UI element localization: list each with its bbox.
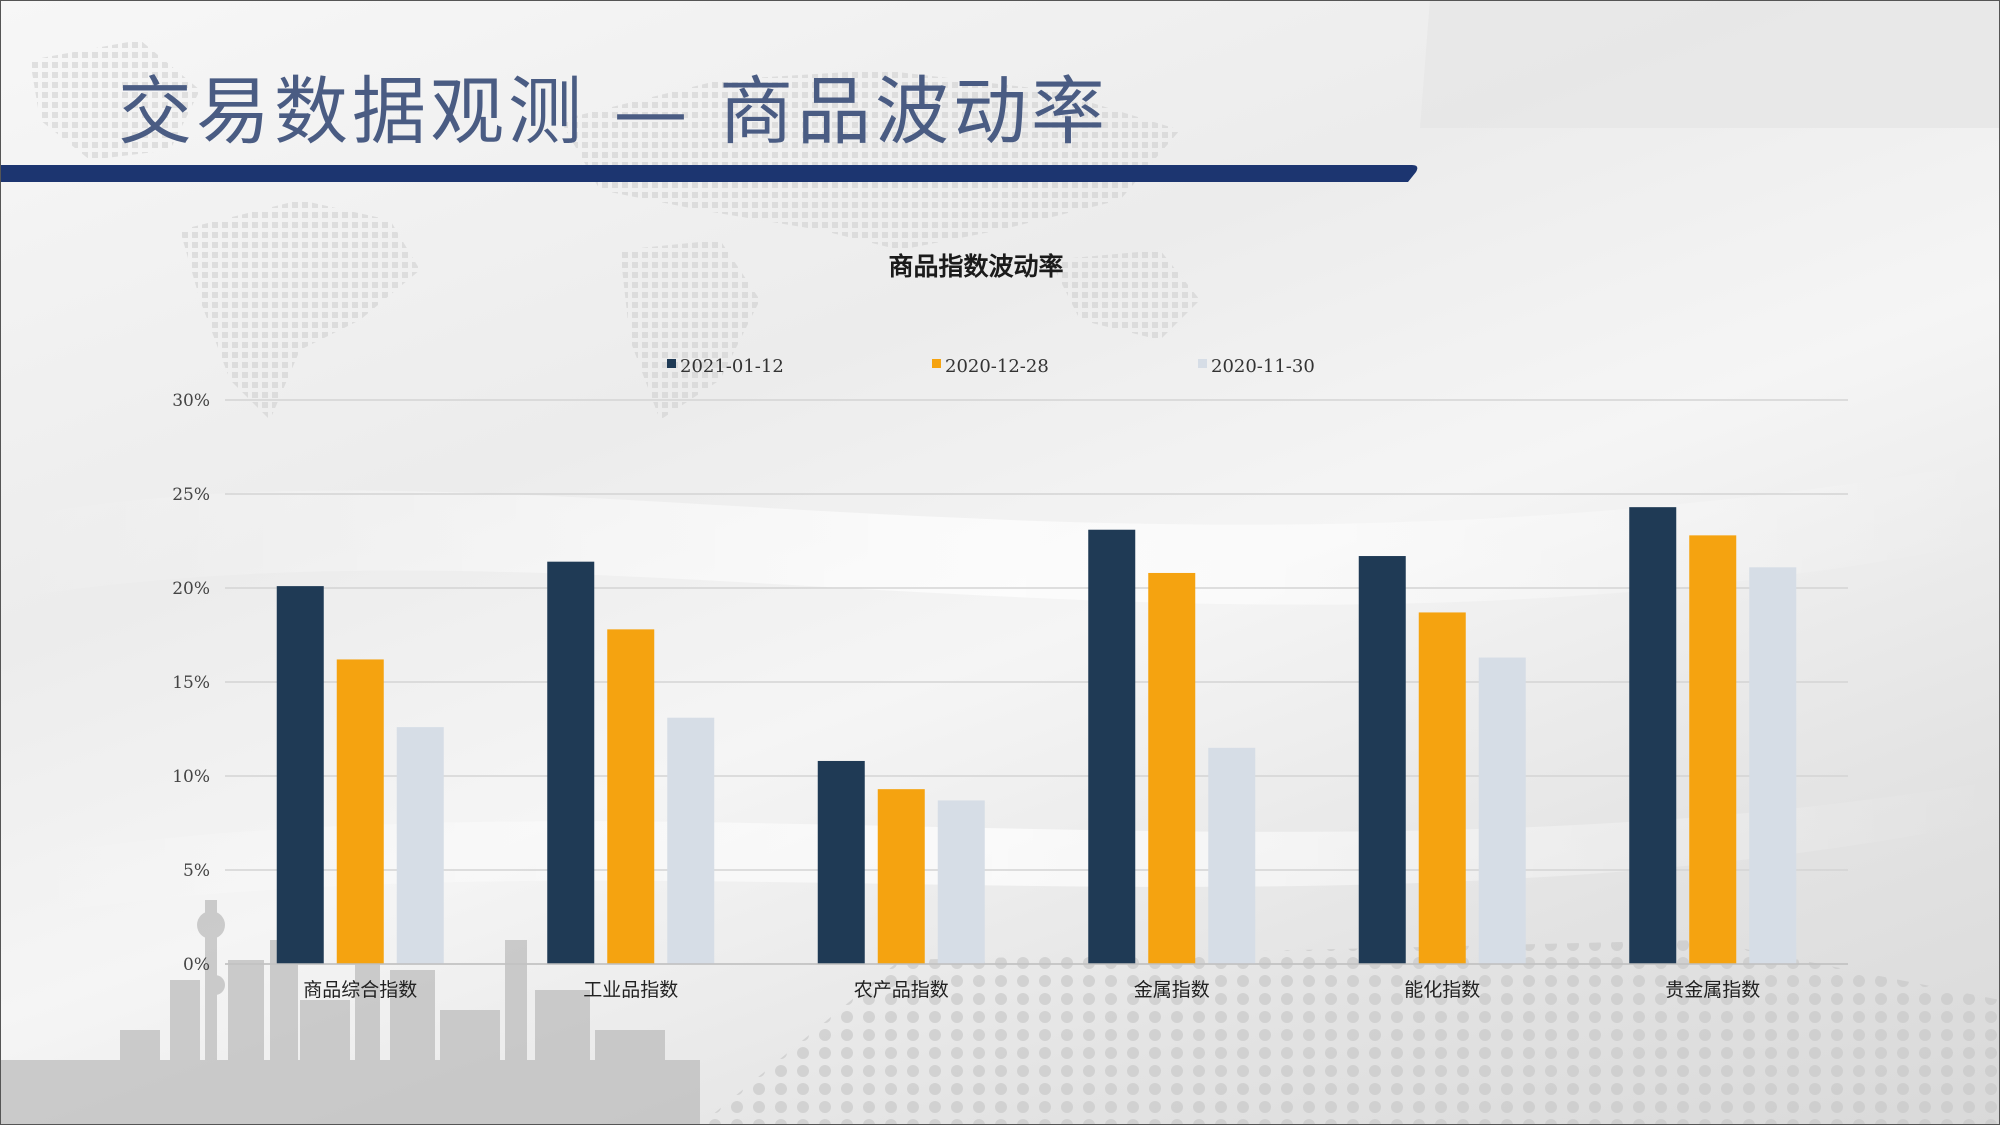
- chart-title: 商品指数波动率: [888, 252, 1063, 281]
- bar-2-1: [336, 659, 384, 964]
- chart-gridlines: [225, 399, 1848, 965]
- bar-2-3: [877, 789, 925, 964]
- x-category-label: 工业品指数: [583, 979, 678, 1001]
- y-tick-label: 5%: [183, 861, 210, 881]
- x-category-label: 金属指数: [1134, 979, 1210, 1001]
- bar-3-5: [1478, 657, 1526, 964]
- x-category-label: 商品综合指数: [303, 979, 417, 1001]
- y-tick-label: 15%: [172, 673, 210, 693]
- bar-1-5: [1358, 556, 1406, 964]
- y-tick-label: 25%: [172, 485, 210, 505]
- y-axis: 0% 5% 10% 15% 20% 25% 30%: [172, 391, 210, 975]
- legend-swatch-3: [1198, 359, 1207, 368]
- legend-label-2: 2020-12-28: [945, 356, 1049, 377]
- chart-bars: [276, 507, 1797, 964]
- x-category-label: 贵金属指数: [1665, 979, 1760, 1001]
- x-axis: 商品综合指数 工业品指数 农产品指数 金属指数 能化指数 贵金属指数: [225, 963, 1848, 1001]
- bar-2-5: [1418, 612, 1466, 964]
- y-tick-label: 20%: [172, 579, 210, 599]
- bar-3-2: [667, 717, 715, 964]
- y-tick-label: 10%: [172, 767, 210, 787]
- bar-2-2: [607, 629, 655, 964]
- bar-2-6: [1689, 535, 1737, 964]
- bar-1-1: [276, 586, 324, 964]
- bar-3-3: [937, 800, 985, 964]
- bar-1-6: [1629, 507, 1677, 964]
- bar-3-1: [396, 727, 444, 964]
- x-category-label: 农产品指数: [854, 979, 949, 1001]
- bar-3-4: [1208, 747, 1256, 964]
- y-tick-label: 30%: [172, 391, 210, 411]
- chart-legend: 2021-01-12 2020-12-28 2020-11-30: [667, 356, 1315, 377]
- legend-label-3: 2020-11-30: [1211, 356, 1315, 377]
- y-tick-label: 0%: [183, 955, 210, 975]
- legend-swatch-1: [667, 359, 676, 368]
- x-category-label: 能化指数: [1404, 979, 1480, 1001]
- bar-1-3: [817, 760, 865, 964]
- legend-label-1: 2021-01-12: [680, 356, 784, 377]
- bar-1-2: [547, 561, 595, 964]
- bar-3-6: [1749, 567, 1797, 964]
- slide-title: 交易数据观测 — 商品波动率: [118, 69, 1110, 155]
- legend-swatch-2: [932, 359, 941, 368]
- bar-2-4: [1148, 572, 1196, 964]
- bar-1-4: [1088, 529, 1136, 964]
